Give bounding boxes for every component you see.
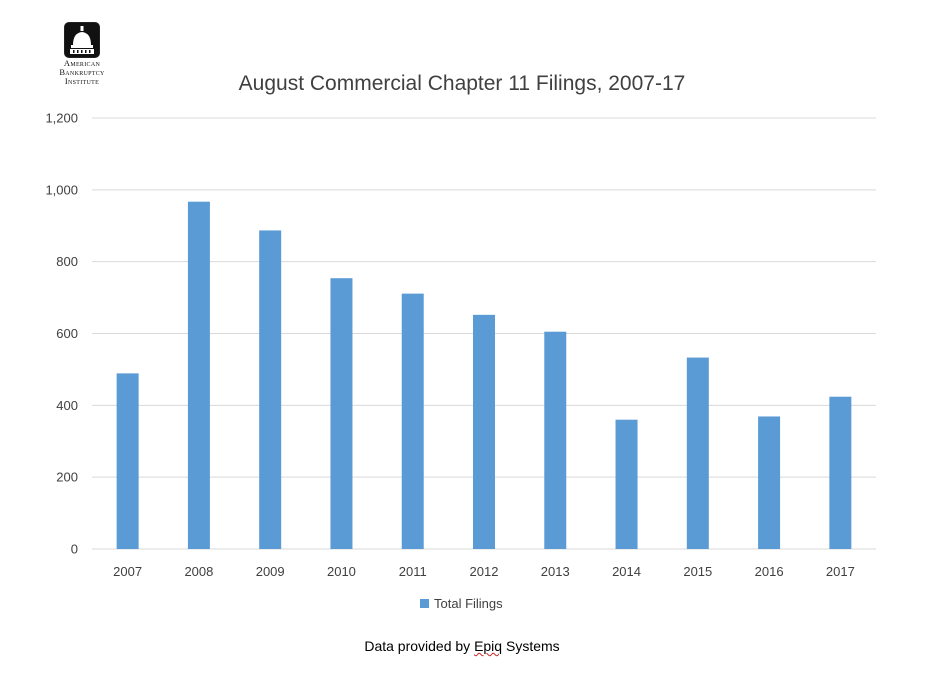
x-tick-label: 2015 bbox=[683, 564, 712, 579]
x-tick-label: 2013 bbox=[541, 564, 570, 579]
x-tick-label: 2016 bbox=[755, 564, 784, 579]
x-tick-label: 2012 bbox=[470, 564, 499, 579]
abi-logo: American Bankruptcy Institute bbox=[44, 22, 120, 86]
x-tick-label: 2008 bbox=[184, 564, 213, 579]
bar-2012 bbox=[473, 314, 495, 549]
y-tick-label: 400 bbox=[56, 398, 78, 413]
bar-2007 bbox=[116, 373, 139, 549]
logo-line-1: American bbox=[63, 58, 101, 68]
legend: Total Filings bbox=[420, 596, 503, 611]
chart-title: August Commercial Chapter 11 Filings, 20… bbox=[238, 72, 686, 95]
bar-2010 bbox=[330, 278, 353, 549]
footer-suffix: Systems bbox=[502, 638, 560, 654]
footer-epiq: Epiq bbox=[474, 638, 503, 654]
bar-2014 bbox=[615, 419, 638, 549]
legend-swatch bbox=[420, 599, 429, 608]
y-tick-label: 600 bbox=[56, 326, 78, 341]
bar-2017 bbox=[829, 396, 852, 549]
y-tick-label: 1,000 bbox=[45, 182, 78, 197]
bar-2009 bbox=[259, 230, 282, 549]
x-tick-label: 2017 bbox=[826, 564, 855, 579]
bars bbox=[116, 201, 852, 549]
capitol-dome-icon bbox=[64, 22, 100, 58]
y-tick-label: 200 bbox=[56, 470, 78, 485]
y-tick-label: 0 bbox=[71, 542, 78, 557]
logo-line-2: Bankruptcy bbox=[59, 67, 105, 77]
y-tick-label: 1,200 bbox=[45, 111, 78, 126]
footer-prefix: Data provided by bbox=[364, 638, 475, 654]
legend-label: Total Filings bbox=[434, 596, 503, 611]
logo-line-3: Institute bbox=[64, 76, 100, 86]
x-tick-label: 2014 bbox=[612, 564, 641, 579]
x-tick-label: 2007 bbox=[113, 564, 142, 579]
bar-2011 bbox=[401, 293, 424, 549]
x-tick-label: 2009 bbox=[256, 564, 285, 579]
x-tick-label: 2011 bbox=[399, 564, 427, 579]
bar-2013 bbox=[544, 331, 567, 549]
y-axis-ticks: 0 200 400 600 800 1,000 1,200 bbox=[45, 111, 78, 557]
x-tick-label: 2010 bbox=[327, 564, 356, 579]
y-tick-label: 800 bbox=[56, 254, 78, 269]
bar-2016 bbox=[758, 416, 781, 549]
x-axis-ticks: 2007 2008 2009 2010 2011 2012 2013 2014 2015 2016… bbox=[113, 564, 855, 579]
bar-2015 bbox=[686, 357, 709, 549]
bar-2008 bbox=[187, 201, 210, 549]
data-source-note: Data provided by Epiq Systems bbox=[0, 638, 924, 654]
